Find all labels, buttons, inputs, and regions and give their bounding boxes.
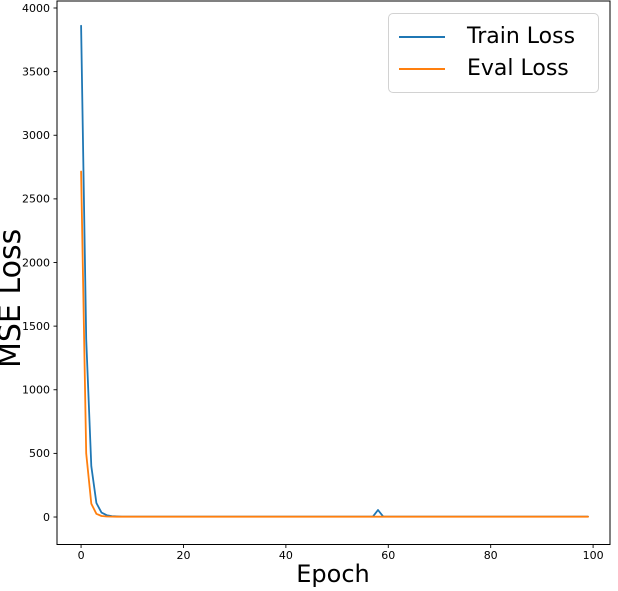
y-tick-label: 0 — [43, 511, 50, 524]
y-tick-label: 2000 — [22, 256, 50, 269]
x-tick-label: 0 — [78, 549, 85, 562]
train-loss-line — [80, 24, 589, 518]
legend-label-eval-loss: Eval Loss — [467, 56, 569, 81]
y-tick-label: 2500 — [22, 193, 50, 206]
eval-loss-line — [80, 170, 589, 518]
x-tick-label: 60 — [381, 549, 395, 562]
y-tick-label: 500 — [29, 447, 50, 460]
eval-loss-line-swatch — [399, 67, 445, 71]
x-tick-label: 80 — [484, 549, 498, 562]
legend-item-eval-loss: Eval Loss — [399, 53, 588, 85]
x-axis-label: Epoch — [296, 560, 370, 588]
y-tick-label: 3500 — [22, 65, 50, 78]
legend-item-train-loss: Train Loss — [399, 21, 588, 53]
x-tick-label: 100 — [583, 549, 604, 562]
y-axis-label: MSE Loss — [0, 228, 28, 368]
legend-label-train-loss: Train Loss — [467, 24, 576, 49]
legend: Train Loss Eval Loss — [388, 13, 599, 93]
y-tick-label: 1500 — [22, 320, 50, 333]
train-loss-line-swatch — [399, 35, 445, 39]
x-tick-label: 20 — [176, 549, 190, 562]
plot-spines — [56, 0, 611, 545]
y-tick-label: 1000 — [22, 384, 50, 397]
y-tick-label: 3000 — [22, 129, 50, 142]
y-tick-label: 4000 — [22, 2, 50, 15]
x-tick-label: 40 — [279, 549, 293, 562]
